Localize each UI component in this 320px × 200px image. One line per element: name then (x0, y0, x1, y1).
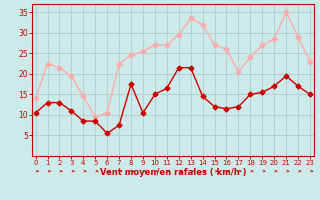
X-axis label: Vent moyen/en rafales ( km/h ): Vent moyen/en rafales ( km/h ) (100, 168, 246, 177)
